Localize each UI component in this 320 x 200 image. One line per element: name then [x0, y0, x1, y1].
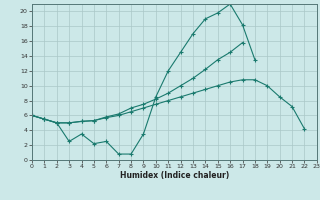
X-axis label: Humidex (Indice chaleur): Humidex (Indice chaleur)	[120, 171, 229, 180]
